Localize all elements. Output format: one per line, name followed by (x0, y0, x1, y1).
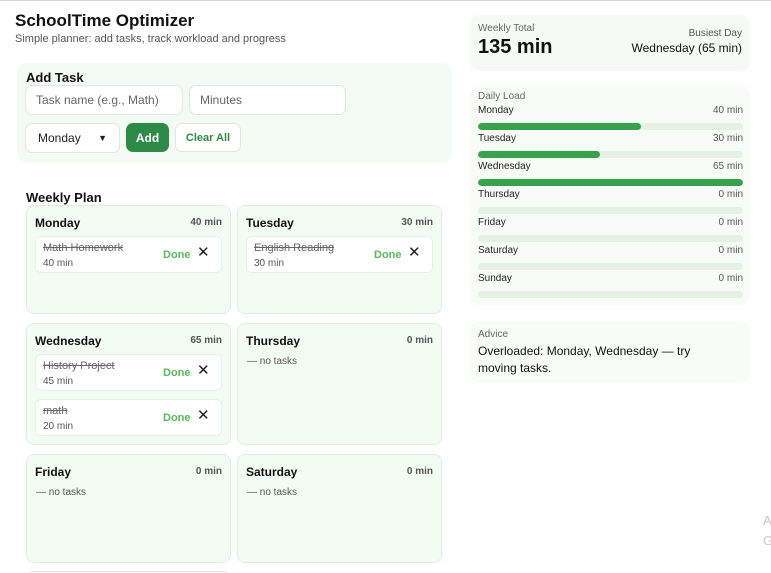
busiest-day-value: Wednesday (65 min) (631, 41, 743, 55)
day-name: Monday (35, 216, 81, 230)
task-name: Math Homework (43, 242, 124, 254)
day-card-friday: Friday 0 min — no tasks (26, 454, 231, 563)
load-day: Monday (478, 105, 514, 116)
day-name: Tuesday (246, 216, 294, 230)
close-icon[interactable]: ✕ (197, 244, 210, 261)
load-bar-track (478, 235, 743, 242)
advice-card: Advice Overloaded: Monday, Wednesday — t… (470, 321, 750, 383)
load-bar-fill (478, 179, 743, 186)
day-name: Thursday (246, 334, 301, 348)
add-task-panel: Add Task Monday ▼ Add Clear All (17, 63, 452, 163)
add-button[interactable]: Add (126, 123, 169, 152)
load-minutes: 0 min (718, 189, 743, 200)
no-tasks-text: — no tasks (36, 487, 87, 498)
advice-text: Overloaded: Monday, Wednesday — try movi… (478, 344, 691, 375)
daily-load-card: Daily Load Monday 40 min Tuesday 30 min … (470, 85, 750, 305)
load-bar-track (478, 179, 743, 186)
load-row-friday: Friday 0 min (478, 217, 743, 242)
load-minutes: 0 min (718, 217, 743, 228)
chevron-down-icon: ▼ (98, 133, 107, 143)
weekly-total-label: Weekly Total (478, 23, 535, 34)
clipped-edge-line: A (763, 513, 771, 528)
load-day: Sunday (478, 273, 512, 284)
task-minutes: 40 min (43, 258, 74, 269)
day-card-wednesday: Wednesday 65 min History Project 45 min … (26, 323, 231, 445)
day-total: 65 min (190, 335, 222, 346)
close-icon[interactable]: ✕ (408, 244, 421, 261)
clipped-edge-text: A G (763, 511, 771, 551)
clipped-edge-line: G (763, 533, 771, 548)
busiest-day-label: Busiest Day (688, 28, 742, 39)
load-minutes: 0 min (718, 245, 743, 256)
task-minutes: 45 min (43, 376, 74, 387)
load-bar-track (478, 151, 743, 158)
done-button[interactable]: Done (163, 412, 191, 424)
weekly-summary-card: Weekly Total 135 min Busiest Day Wednesd… (470, 15, 750, 71)
task-item: English Reading 30 min Done ✕ (246, 236, 433, 273)
load-minutes: 40 min (712, 105, 743, 116)
task-item: History Project 45 min Done ✕ (35, 354, 222, 391)
app-title: SchoolTime Optimizer (15, 11, 195, 30)
day-card-thursday: Thursday 0 min — no tasks (237, 323, 442, 445)
load-minutes: 65 min (712, 161, 743, 172)
task-minutes: 30 min (254, 258, 285, 269)
daily-load-title: Daily Load (478, 91, 526, 102)
load-bar-track (478, 207, 743, 214)
task-item: math 20 min Done ✕ (35, 399, 222, 436)
clear-all-button[interactable]: Clear All (175, 123, 241, 152)
load-day: Saturday (478, 245, 519, 256)
weekly-plan-title: Weekly Plan (26, 190, 102, 205)
app-subtitle: Simple planner: add tasks, track workloa… (15, 33, 286, 45)
day-name: Friday (35, 465, 72, 479)
day-name: Saturday (246, 465, 298, 479)
load-day: Wednesday (478, 161, 531, 172)
task-item: Math Homework 40 min Done ✕ (35, 236, 222, 273)
minutes-input[interactable] (189, 85, 346, 115)
load-bar-fill (478, 151, 600, 158)
no-tasks-text: — no tasks (247, 487, 298, 498)
load-minutes: 0 min (718, 273, 743, 284)
load-row-wednesday: Wednesday 65 min (478, 161, 743, 186)
load-day: Thursday (478, 189, 520, 200)
load-row-monday: Monday 40 min (478, 105, 743, 130)
day-total: 0 min (406, 466, 433, 477)
done-button[interactable]: Done (374, 249, 402, 261)
day-total: 30 min (401, 217, 433, 228)
day-total: 0 min (195, 466, 222, 477)
task-name: math (43, 405, 68, 417)
task-name-input[interactable] (25, 85, 183, 115)
day-card-saturday: Saturday 0 min — no tasks (237, 454, 442, 563)
day-card-tuesday: Tuesday 30 min English Reading 30 min Do… (237, 205, 442, 314)
load-minutes: 30 min (712, 133, 743, 144)
load-bar-track (478, 291, 743, 298)
weekly-total-value: 135 min (478, 36, 553, 58)
close-icon[interactable]: ✕ (197, 407, 210, 424)
add-task-title: Add Task (26, 70, 84, 85)
day-select[interactable]: Monday ▼ (25, 123, 120, 153)
load-bar-track (478, 263, 743, 270)
task-name: History Project (43, 360, 115, 372)
day-card-monday: Monday 40 min Math Homework 40 min Done … (26, 205, 231, 314)
load-row-thursday: Thursday 0 min (478, 189, 743, 214)
day-name: Wednesday (35, 334, 102, 348)
load-row-saturday: Saturday 0 min (478, 245, 743, 270)
close-icon[interactable]: ✕ (197, 362, 210, 379)
day-total: 40 min (190, 217, 222, 228)
day-total: 0 min (406, 335, 433, 346)
load-day: Friday (478, 217, 506, 228)
task-minutes: 20 min (43, 421, 74, 432)
done-button[interactable]: Done (163, 367, 191, 379)
load-row-sunday: Sunday 0 min (478, 273, 743, 298)
day-select-value: Monday (38, 131, 81, 145)
load-bar-fill (478, 123, 641, 130)
done-button[interactable]: Done (163, 249, 191, 261)
advice-label: Advice (478, 329, 509, 340)
load-day: Tuesday (478, 133, 516, 144)
no-tasks-text: — no tasks (247, 356, 298, 367)
load-bar-track (478, 123, 743, 130)
load-row-tuesday: Tuesday 30 min (478, 133, 743, 158)
task-name: English Reading (254, 242, 335, 254)
